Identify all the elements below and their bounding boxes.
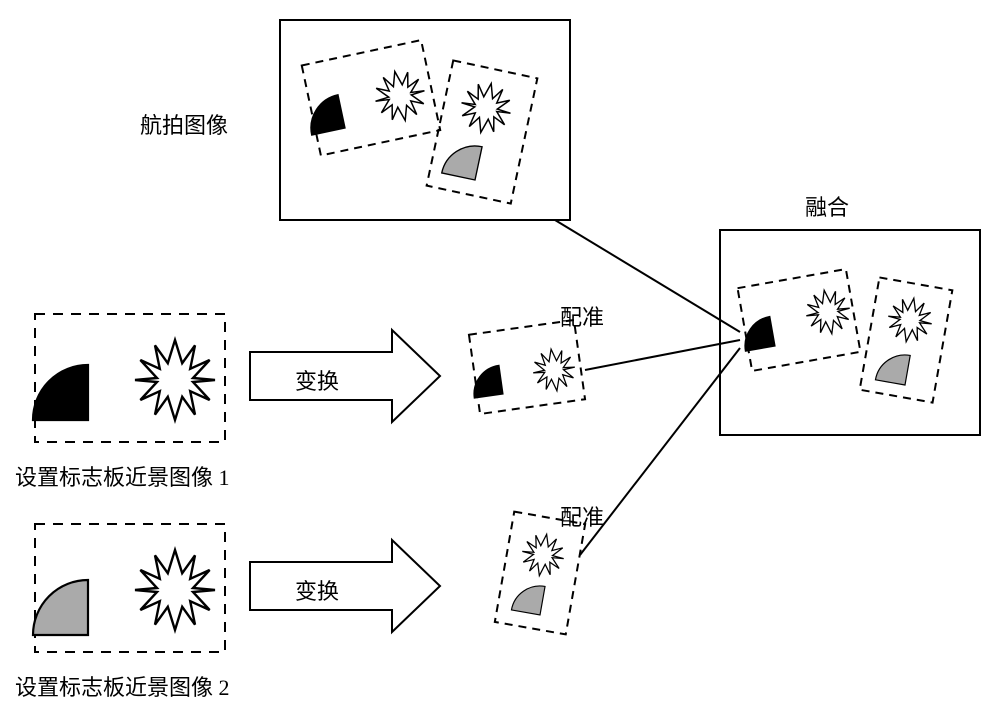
transform-label-2: 变换 [295, 574, 339, 606]
aerial-sector-dark [305, 95, 345, 135]
registration-label-1: 配准 [560, 300, 604, 332]
aerial-inner-box-2 [427, 60, 538, 203]
closeup1-sector [33, 365, 88, 420]
transform-arrow-1 [250, 330, 440, 422]
registered1-burst [530, 346, 577, 393]
transform-arrow-2 [250, 540, 440, 632]
aerial-sector-light [442, 140, 482, 180]
aerial-label: 航拍图像 [140, 108, 228, 140]
registered2-burst [519, 531, 568, 580]
closeup2-burst [135, 550, 215, 630]
closeup2-sector [33, 580, 88, 635]
fusion-burst-2 [885, 295, 936, 346]
registered2-sector [511, 581, 545, 615]
fusion-sector-light [875, 350, 910, 385]
fusion-burst-1 [803, 287, 854, 338]
aerial-inner-box-1 [302, 40, 440, 155]
registration-label-2: 配准 [560, 500, 604, 532]
line-reg1-to-fusion [585, 340, 740, 370]
fusion-inner-box-1 [738, 269, 861, 371]
aerial-burst-2 [456, 78, 515, 137]
fusion-label: 融合 [805, 190, 849, 222]
closeup2-label: 设置标志板近景图像 2 [15, 670, 230, 702]
diagram-canvas [0, 0, 1000, 712]
closeup1-burst [135, 340, 215, 420]
transform-label-1: 变换 [295, 364, 339, 396]
aerial-burst-1 [370, 66, 429, 125]
closeup1-label: 设置标志板近景图像 1 [15, 460, 230, 492]
